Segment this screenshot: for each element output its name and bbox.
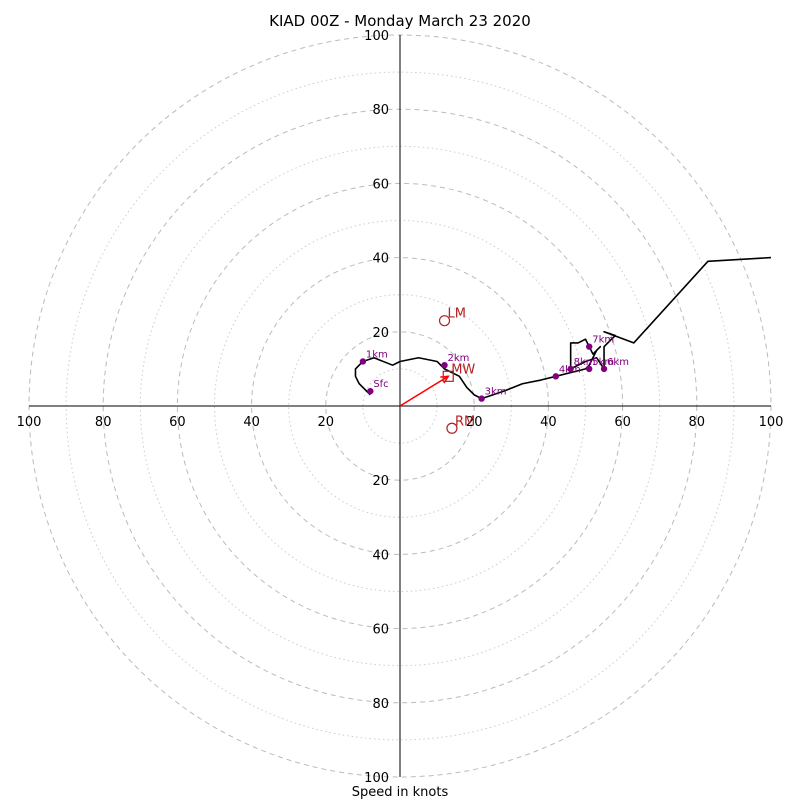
- shear-vector-line: [399, 375, 449, 407]
- motion-label-mw: MW: [451, 362, 475, 377]
- ring-tick-labels: 20 20 20 20 40 40 40 40 60 60 60 60 80 80 80 80 100 100 10…: [17, 29, 784, 786]
- height-marker-3km: [478, 395, 485, 402]
- tick-label-down: 40: [372, 548, 389, 563]
- motion-marker-rm: [446, 422, 458, 434]
- tick-label-right: 20: [466, 415, 483, 430]
- motion-marker-lm: [438, 315, 451, 327]
- tick-label-up: 100: [364, 29, 389, 44]
- height-label-6km: 6km: [607, 357, 629, 368]
- tick-label-left: 20: [318, 415, 335, 430]
- height-label-1km: 1km: [366, 349, 388, 360]
- height-markers: Sfc1km2km3km4km5km6km7km8km: [359, 335, 629, 402]
- tick-label-left: 100: [17, 415, 42, 430]
- tick-label-up: 80: [372, 103, 389, 118]
- height-marker-7km: [586, 343, 593, 350]
- height-label-7km: 7km: [592, 335, 614, 346]
- tick-label-down: 60: [372, 623, 389, 638]
- tick-label-right: 40: [540, 415, 557, 430]
- motion-label-lm: LM: [448, 307, 466, 322]
- height-marker-5km: [586, 365, 593, 373]
- height-label-3km: 3km: [485, 387, 507, 398]
- tick-label-up: 40: [372, 252, 389, 267]
- height-label-8km: 8km: [574, 357, 596, 368]
- tick-label-up: 60: [372, 177, 389, 192]
- tick-label-up: 20: [372, 326, 389, 341]
- height-marker-1km: [359, 358, 367, 365]
- height-marker-4km: [552, 373, 560, 380]
- storm-motion-markers: LM RM MW: [438, 307, 475, 434]
- motion-label-rm: RM: [455, 414, 475, 429]
- height-marker-sfc: [367, 387, 374, 395]
- motion-marker-mw: [442, 370, 454, 382]
- height-marker-6km: [600, 365, 608, 373]
- tick-label-down: 100: [364, 771, 389, 786]
- tick-label-down: 20: [372, 474, 389, 489]
- height-marker-8km: [567, 365, 574, 373]
- height-label-sfc: Sfc: [373, 379, 388, 390]
- height-label-2km: 2km: [448, 353, 470, 364]
- height-label-5km: 5km: [592, 357, 614, 368]
- shear-vector-group: [399, 375, 450, 407]
- tick-label-left: 60: [169, 415, 186, 430]
- height-marker-2km: [441, 361, 448, 369]
- tick-label-left: 80: [95, 415, 112, 430]
- wind-profile-line: [354, 256, 772, 400]
- tick-label-left: 40: [243, 415, 260, 430]
- tick-label-right: 100: [759, 415, 784, 430]
- tick-label-right: 80: [689, 415, 706, 430]
- tick-label-down: 80: [372, 697, 389, 712]
- tick-label-right: 60: [614, 415, 631, 430]
- chart-title: KIAD 00Z - Monday March 23 2020: [269, 12, 531, 30]
- wind-profile-group: [354, 256, 772, 400]
- x-axis-label: Speed in knots: [352, 785, 449, 800]
